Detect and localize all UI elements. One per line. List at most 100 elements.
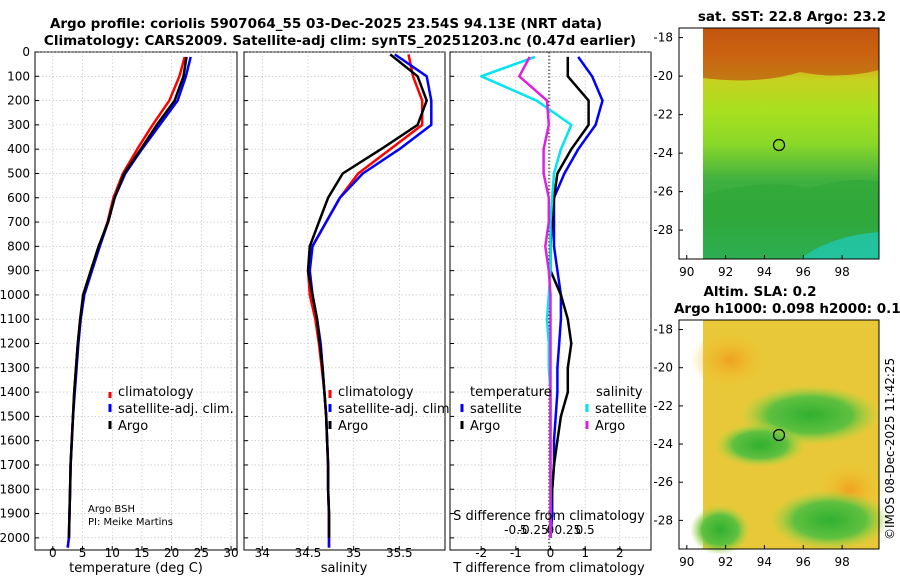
legend-satellite-adj: satellite-adj. clim. bbox=[338, 402, 454, 417]
lat-tick-label: -24 bbox=[653, 146, 673, 160]
legend-climatology: climatology bbox=[118, 385, 194, 400]
legend-temp-argo: Argo bbox=[470, 419, 500, 434]
legend-argo: Argo bbox=[338, 419, 368, 434]
lat-tick-label: -24 bbox=[653, 437, 673, 451]
y-tick-label: 200 bbox=[7, 94, 30, 108]
legend-argo: Argo bbox=[118, 419, 148, 434]
lon-tick-label: 96 bbox=[796, 265, 811, 279]
series-line-argo bbox=[306, 53, 428, 538]
x-tick-label: -2 bbox=[475, 546, 487, 560]
x-tick-label: 2 bbox=[616, 546, 624, 560]
difference-legend: temperature salinity satellite Argo sate… bbox=[460, 385, 647, 434]
sla-map-title-line1: Altim. SLA: 0.2 bbox=[703, 284, 816, 300]
title-line2: Climatology: CARS2009. Satellite-adj cli… bbox=[44, 33, 636, 49]
sla-map-title-line2: Argo h1000: 0.098 h2000: 0.12 bbox=[674, 301, 900, 317]
legend-sal-satellite: satellite bbox=[595, 402, 647, 417]
title-line1: Argo profile: coriolis 5907064_55 03-Dec… bbox=[50, 16, 602, 32]
y-tick-label: 100 bbox=[7, 69, 30, 83]
y-tick-label: 300 bbox=[7, 118, 30, 132]
x-tick-label: 35 bbox=[346, 546, 361, 560]
lat-tick-label: -20 bbox=[653, 69, 673, 83]
lon-tick-label: 90 bbox=[679, 265, 694, 279]
y-tick-label: 800 bbox=[7, 239, 30, 253]
sst-warm-patch bbox=[703, 28, 879, 81]
x-tick-label: 0 bbox=[547, 546, 555, 560]
temperature-difference-tick-labels: -2 -1 0 1 2 bbox=[475, 546, 623, 560]
pressure-tick-labels: 0 100 200 300 400 500 600 700 800 900 1000 1100 1200… bbox=[0, 45, 30, 545]
salinity-xlabel: salinity bbox=[321, 561, 368, 576]
sst-map-ticks: -18 -20 -22 -24 -26 -28 90 92 94 96 98 bbox=[653, 31, 849, 279]
legend-temp-satellite: satellite bbox=[470, 402, 522, 417]
y-tick-label: 900 bbox=[7, 264, 30, 278]
y-tick-label: 600 bbox=[7, 191, 30, 205]
x-tick-label: 0 bbox=[49, 546, 57, 560]
lon-tick-label: 92 bbox=[718, 265, 733, 279]
sla-map-panel: Altim. SLA: 0.2 Argo h1000: 0.098 h2000:… bbox=[653, 284, 900, 569]
sst-map-panel: sat. SST: 22.8 Argo: 23.2 -18 -20 -22 -24 -2… bbox=[653, 9, 886, 279]
legend-climatology: climatology bbox=[338, 385, 414, 400]
sal-x-tick-label: 0.25 bbox=[554, 523, 581, 537]
salinity-legend: climatology satellite-adj. clim. Argo bbox=[328, 385, 454, 434]
sla-green-band bbox=[715, 423, 805, 467]
sal-x-tick-label: 0.5 bbox=[576, 523, 595, 537]
temperature-profiles bbox=[66, 56, 192, 548]
x-tick-label: 20 bbox=[164, 546, 179, 560]
x-tick-label: 34 bbox=[255, 546, 270, 560]
sla-warm-spot bbox=[690, 330, 770, 390]
y-tick-label: 500 bbox=[7, 166, 30, 180]
sla-argo-marker bbox=[772, 428, 786, 442]
temperature-panel: 0100200300400500600700800900100011001200… bbox=[0, 45, 239, 576]
legend-title-salinity: salinity bbox=[596, 385, 643, 400]
x-tick-label: -1 bbox=[510, 546, 522, 560]
y-tick-label: 700 bbox=[7, 215, 30, 229]
lat-tick-label: -18 bbox=[653, 31, 673, 45]
x-tick-label: 1 bbox=[581, 546, 589, 560]
lat-tick-label: -20 bbox=[653, 361, 673, 375]
lon-tick-label: 92 bbox=[718, 555, 733, 569]
legend-sal-argo: Argo bbox=[595, 419, 625, 434]
difference-xlabel: T difference from climatology bbox=[452, 561, 645, 576]
x-tick-label: 34.5 bbox=[295, 546, 322, 560]
sst-map-frame bbox=[678, 27, 880, 260]
sst-argo-marker bbox=[772, 138, 786, 152]
temperature-axes bbox=[34, 51, 238, 551]
x-tick-label: 5 bbox=[79, 546, 87, 560]
y-tick-label: 1700 bbox=[0, 458, 30, 472]
sst-map-title: sat. SST: 22.8 Argo: 23.2 bbox=[698, 9, 886, 25]
y-tick-label: 0 bbox=[22, 45, 30, 59]
lon-tick-label: 94 bbox=[757, 555, 772, 569]
salinity-grid bbox=[244, 51, 445, 550]
sla-green-band bbox=[770, 490, 890, 550]
salinity-tick-labels: 34 34.5 35 35.5 bbox=[255, 546, 413, 560]
y-tick-label: 1100 bbox=[0, 312, 30, 326]
lat-tick-label: -28 bbox=[653, 223, 673, 237]
y-tick-label: 1200 bbox=[0, 337, 30, 351]
sst-cool-patch bbox=[703, 180, 879, 259]
difference-panel: -2 -1 0 1 2 -0.5-0.25 0 0.250.5 T difference f… bbox=[449, 51, 652, 576]
salinity-axes bbox=[243, 51, 446, 551]
lon-tick-label: 96 bbox=[796, 555, 811, 569]
y-tick-label: 1800 bbox=[0, 482, 30, 496]
sal-x-tick-label: -0.25 bbox=[518, 523, 549, 537]
y-tick-label: 1500 bbox=[0, 409, 30, 423]
x-tick-label: 10 bbox=[105, 546, 120, 560]
y-tick-label: 2000 bbox=[0, 531, 30, 545]
series-line-salinity-argo bbox=[518, 56, 552, 538]
temperature-tick-labels: 0 5 10 15 20 25 30 bbox=[49, 546, 239, 560]
series-line-temperature-argo bbox=[549, 56, 590, 538]
legend-title-temperature: temperature bbox=[470, 385, 552, 400]
legend-satellite-adj: satellite-adj. clim. bbox=[118, 402, 234, 417]
salinity-profiles bbox=[306, 53, 433, 548]
salinity-panel: 34 34.5 35 35.5 salinity climatology satell… bbox=[243, 51, 454, 576]
difference-profiles bbox=[479, 55, 604, 538]
lat-tick-label: -22 bbox=[653, 399, 673, 413]
sla-map-frame bbox=[678, 319, 880, 550]
y-tick-label: 1900 bbox=[0, 507, 30, 521]
credit-line1: Argo BSH bbox=[88, 504, 135, 515]
sal-x-tick-label: -0.5 bbox=[504, 523, 527, 537]
lon-tick-label: 98 bbox=[834, 555, 849, 569]
sst-cyan-patch bbox=[800, 232, 879, 259]
lon-tick-label: 94 bbox=[757, 265, 772, 279]
sla-map-ticks: -18 -20 -22 -24 -26 -28 90 92 94 96 98 bbox=[653, 323, 849, 569]
